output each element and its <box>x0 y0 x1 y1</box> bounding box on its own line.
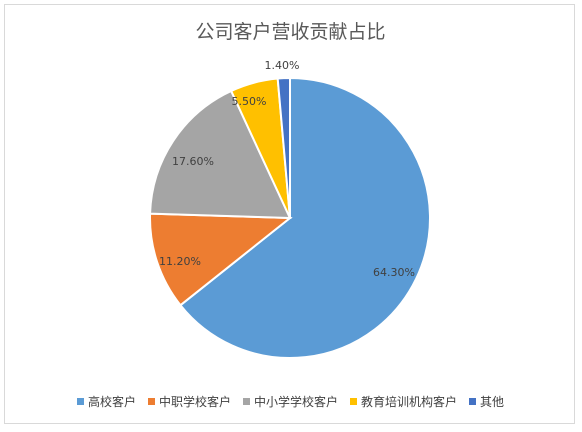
legend-item-k12: 中小学学校客户 <box>242 393 338 410</box>
legend-label: 中小学学校客户 <box>253 395 338 409</box>
pie-slice <box>179 76 431 359</box>
legend-label: 其他 <box>480 395 505 409</box>
pie-data-label: 64.30% <box>373 266 415 279</box>
pie-data-label: 17.60% <box>172 155 214 168</box>
legend-swatch <box>469 398 477 405</box>
legend-item-university: 高校客户 <box>76 393 136 410</box>
legend-label: 教育培训机构客户 <box>361 395 458 409</box>
legend-item-vocational: 中职学校客户 <box>147 393 231 410</box>
pie-data-label: 11.20% <box>159 255 201 268</box>
legend-item-training: 教育培训机构客户 <box>350 393 457 410</box>
pie-data-label: 5.50% <box>232 95 267 108</box>
pie-data-label: 1.40% <box>265 59 300 72</box>
legend-swatch <box>76 398 84 405</box>
chart-title: 公司客户营收贡献占比 <box>195 21 386 43</box>
pie-chart: 64.30% 11.20% 17.60% 5.50% 1.40% <box>149 59 431 359</box>
legend-label: 中职学校客户 <box>158 395 231 409</box>
pie-slices <box>149 76 431 359</box>
pie-slice <box>149 212 293 307</box>
legend-swatch <box>242 398 250 405</box>
pie-slice <box>149 89 292 220</box>
legend-item-other: 其他 <box>469 393 504 410</box>
legend: 高校客户 中职学校客户 中小学学校客户 教育培训机构客户 其他 <box>5 393 576 410</box>
legend-swatch <box>147 398 155 405</box>
chart-frame: 公司客户营收贡献占比 64.30% 11.20% 17.60% 5.50% 1.40% … <box>4 4 575 424</box>
pie-data-labels: 64.30% 11.20% 17.60% 5.50% 1.40% <box>159 59 415 279</box>
pie-slice <box>276 76 291 219</box>
legend-label: 高校客户 <box>87 395 136 409</box>
legend-swatch <box>350 398 357 405</box>
